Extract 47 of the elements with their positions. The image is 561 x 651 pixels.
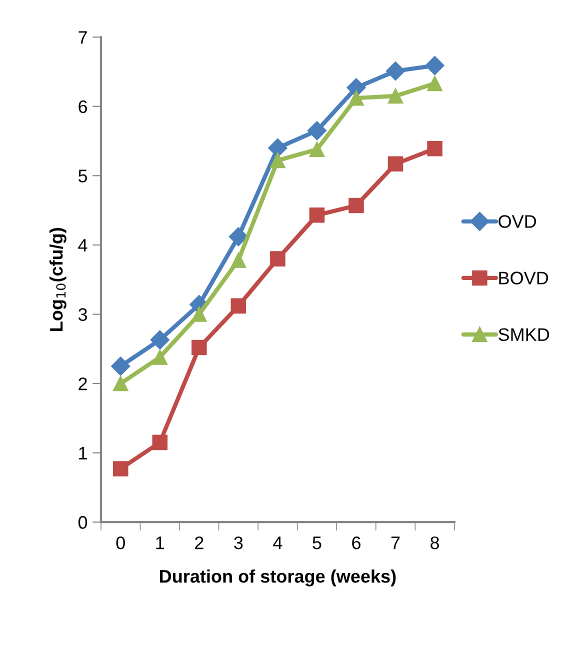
point [309,142,325,157]
point [270,152,286,168]
x-axis-title: Duration of storage (weeks) [160,569,396,586]
point [348,198,364,214]
x-tick-label: 7 [391,536,400,550]
point [425,56,444,76]
y-tick-label: 6 [78,100,87,114]
point [386,62,406,81]
point [388,156,404,172]
point [348,90,364,106]
point [427,76,442,92]
x-tick-label: 1 [156,536,164,550]
point [307,121,326,140]
point [427,141,442,156]
point [152,434,168,450]
point [112,461,128,476]
point [112,376,128,392]
x-tick-label: 8 [430,536,440,550]
x-tick-label: 2 [195,536,204,550]
point [150,330,170,350]
y-tick-label: 0 [78,516,88,529]
point [152,350,168,365]
point [270,251,286,266]
point [192,340,207,356]
point [309,208,325,223]
y-tick-label: 4 [78,239,88,252]
point [230,252,246,268]
x-tick-label: 6 [352,536,360,550]
y-tick-label: 3 [78,308,87,321]
y-tick-label: 1 [79,446,87,460]
point [111,356,130,376]
point [268,138,288,158]
x-tick-label: 4 [273,536,282,550]
legend-label: SMKD [498,328,550,342]
y-axis-title: Log$_{10}$(cfu/g) [49,228,66,331]
point [230,298,246,314]
y-tick-label: 2 [78,377,87,390]
x-tick-label: 0 [116,536,125,550]
point [228,227,248,246]
point [388,88,404,104]
point [192,306,207,322]
y-tick-label: 7 [78,31,87,44]
legend-label: BOVD [499,272,548,284]
x-tick-label: 3 [234,536,243,550]
x-tick-label: 5 [312,536,322,550]
y-tick-label: 5 [78,170,88,182]
legend-label: OVD [498,215,536,228]
